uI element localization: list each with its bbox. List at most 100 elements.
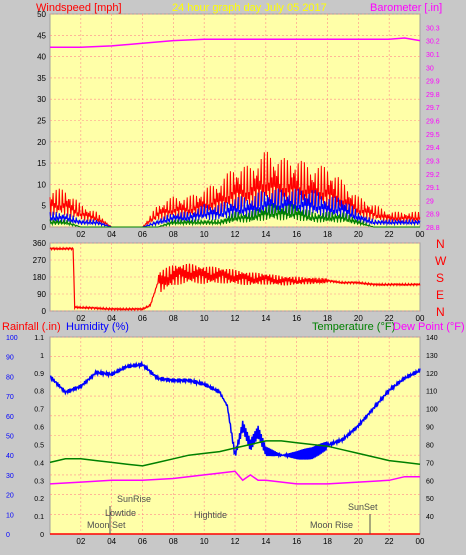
rain-tick-label: 0.4 [34, 460, 44, 467]
x-tick-label: 08 [169, 314, 178, 323]
x-tick-label: 10 [200, 314, 209, 323]
temperature-tick-label: 110 [426, 389, 437, 396]
compass-s: S [436, 271, 444, 285]
baro-tick-label: 29.6 [426, 119, 440, 126]
wind-tick-label: 30 [37, 95, 46, 104]
wind-tick-label: 0 [42, 223, 47, 232]
direction-tick-label: 90 [37, 290, 46, 299]
sunrise-label: SunRise [117, 494, 151, 504]
temperature-tick-label: 130 [426, 353, 438, 360]
x-tick-label: 18 [323, 314, 332, 323]
x-tick-label: 22 [385, 537, 394, 546]
humidity-tick-label: 50 [6, 434, 14, 441]
rain-tick-label: 1.1 [34, 335, 44, 342]
humidity-tick-label: 70 [6, 394, 14, 401]
direction-line [49, 246, 421, 312]
x-tick-label: 04 [107, 314, 116, 323]
x-tick-label: 16 [292, 537, 301, 546]
x-tick-label: 14 [261, 230, 270, 239]
hightide-label: Hightide [194, 510, 227, 520]
direction-tick-label: 270 [33, 256, 47, 265]
baro-tick-label: 29.4 [426, 145, 440, 152]
x-tick-label: 00 [416, 314, 425, 323]
rain-tick-label: 1 [40, 353, 44, 360]
baro-tick-label: 29.5 [426, 132, 440, 139]
baro-tick-label: 29.1 [426, 185, 440, 192]
x-tick-label: 08 [169, 537, 178, 546]
wind-tick-label: 50 [37, 10, 46, 19]
x-tick-label: 14 [261, 314, 270, 323]
compass-n-top: N [436, 237, 445, 251]
baro-tick-label: 28.8 [426, 225, 440, 232]
temperature-tick-label: 100 [426, 407, 438, 414]
temperature-axis-label: Temperature (°F) [312, 321, 395, 333]
rainfall-axis-label: Rainfall (.in) [2, 321, 61, 333]
compass-w: W [435, 254, 447, 268]
compass-e: E [436, 288, 444, 302]
baro-tick-label: 29.2 [426, 172, 440, 179]
lowtide-label: Lowtide [105, 508, 136, 518]
dewpoint-axis-label: Dew Point (°F) [393, 321, 465, 333]
baro-tick-label: 30 [426, 65, 434, 72]
temperature-tick-label: 60 [426, 478, 434, 485]
baro-tick-label: 29 [426, 198, 434, 205]
humidity-line [49, 360, 421, 460]
humidity-tick-label: 90 [6, 355, 14, 362]
x-tick-label: 00 [416, 537, 425, 546]
humidity-tick-label: 60 [6, 414, 14, 421]
temperature-tick-label: 50 [426, 496, 434, 503]
rain-tick-label: 0.5 [34, 442, 44, 449]
temperature-tick-label: 140 [426, 335, 438, 342]
wind-series-line [49, 203, 420, 228]
x-tick-label: 12 [231, 537, 240, 546]
temperature-tick-label: 80 [426, 442, 434, 449]
compass-n-bottom: N [436, 305, 445, 319]
rain-tick-label: 0.2 [34, 496, 44, 503]
barometer-axis-label: Barometer [.in] [370, 2, 442, 14]
humidity-tick-label: 100 [6, 335, 18, 342]
x-tick-label: 10 [200, 537, 209, 546]
baro-tick-label: 29.3 [426, 158, 440, 165]
x-tick-label: 20 [354, 314, 363, 323]
x-tick-label: 18 [323, 537, 332, 546]
climate-series-layer [49, 360, 421, 535]
graph-title: 24 hour graph day July 05 2017 [172, 2, 327, 14]
wind-tick-label: 45 [37, 31, 46, 40]
x-tick-label: 12 [231, 230, 240, 239]
barometer-line [50, 37, 421, 49]
baro-tick-label: 30.3 [426, 25, 440, 32]
temperature-tick-label: 90 [426, 425, 434, 432]
x-tick-label: 12 [231, 314, 240, 323]
baro-tick-label: 29.7 [426, 105, 440, 112]
x-tick-label: 02 [76, 230, 85, 239]
x-tick-label: 00 [416, 230, 425, 239]
rain-tick-label: 0.7 [34, 407, 44, 414]
x-tick-label: 06 [138, 537, 147, 546]
wind-tick-label: 25 [37, 117, 46, 126]
direction-tick-label: 0 [42, 307, 47, 316]
sunset-label: SunSet [348, 502, 378, 512]
baro-tick-label: 28.9 [426, 212, 440, 219]
x-tick-label: 22 [385, 230, 394, 239]
windspeed-axis-label: Windspeed [mph] [36, 2, 122, 14]
x-tick-label: 18 [323, 230, 332, 239]
x-tick-label: 20 [354, 537, 363, 546]
direction-tick-label: 360 [33, 239, 47, 248]
baro-tick-label: 29.9 [426, 79, 440, 86]
x-tick-label: 02 [76, 314, 85, 323]
x-tick-label: 20 [354, 230, 363, 239]
x-tick-label: 10 [200, 230, 209, 239]
humidity-tick-label: 30 [6, 473, 14, 480]
wind-tick-label: 40 [37, 53, 46, 62]
humidity-tick-label: 20 [6, 493, 14, 500]
x-tick-label: 02 [76, 537, 85, 546]
moonset-label: Moon Set [87, 520, 126, 530]
wind-tick-label: 15 [37, 159, 46, 168]
rain-tick-label: 0.1 [34, 514, 44, 521]
x-tick-label: 06 [138, 230, 147, 239]
wind-tick-label: 35 [37, 74, 46, 83]
x-tick-label: 14 [261, 537, 270, 546]
rain-tick-label: 0.6 [34, 425, 44, 432]
